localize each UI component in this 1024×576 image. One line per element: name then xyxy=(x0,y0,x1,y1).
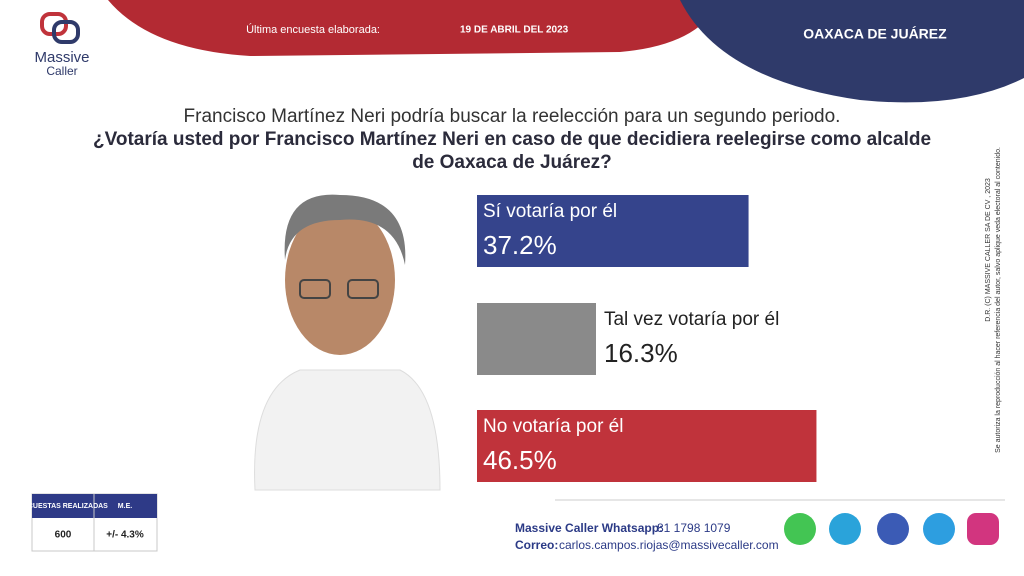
value-label: 37.2% xyxy=(483,230,557,260)
question-intro: Francisco Martínez Neri podría buscar la… xyxy=(184,106,841,127)
portrait xyxy=(254,194,441,491)
whatsapp-label: Massive Caller Whatsapp: xyxy=(515,521,663,535)
value-label: 46.5% xyxy=(483,445,557,475)
header-place-band xyxy=(680,0,1024,103)
logo-text: Massive xyxy=(34,49,89,66)
table-cell: 600 xyxy=(55,530,72,541)
email: carlos.campos.riojas@massivecaller.com xyxy=(559,538,779,552)
twitter-icon[interactable] xyxy=(923,513,955,545)
bar xyxy=(477,195,749,267)
category-label: Tal vez votaría por él xyxy=(604,309,779,330)
instagram-icon[interactable] xyxy=(967,513,999,545)
social-icons xyxy=(784,513,999,545)
header-band xyxy=(108,0,720,56)
category-label: Sí votaría por él xyxy=(483,201,617,222)
category-label: No votaría por él xyxy=(483,416,623,437)
whatsapp: 81 1798 1079 xyxy=(657,521,731,535)
table-cell: +/- 4.3% xyxy=(106,530,144,541)
logo-text: Caller xyxy=(46,64,77,78)
email-label: Correo: xyxy=(515,538,558,552)
survey-label: Última encuesta elaborada: xyxy=(246,23,380,36)
value-label: 16.3% xyxy=(604,338,678,368)
table-header: M.E. xyxy=(118,503,132,510)
question: de Oaxaca de Juárez? xyxy=(412,152,612,173)
facebook-icon[interactable] xyxy=(877,513,909,545)
place: OAXACA DE JUÁREZ xyxy=(803,26,947,42)
whatsapp-icon[interactable] xyxy=(784,513,816,545)
copyright: Se autoriza la reproducción al hacer ref… xyxy=(995,147,1002,453)
question: ¿Votaría usted por Francisco Martínez Ne… xyxy=(93,129,931,150)
telegram-icon[interactable] xyxy=(829,513,861,545)
table-header: ENCUESTAS REALIZADAS xyxy=(18,503,108,510)
survey-table: ENCUESTAS REALIZADAS M.E. 600 +/- 4.3% xyxy=(18,493,158,552)
bar xyxy=(477,303,596,375)
bar xyxy=(477,410,817,482)
logo: Massive Caller xyxy=(34,12,90,78)
copyright: D.R. (C) MASSIVE CALLER SA DE CV , 2023 xyxy=(985,178,992,322)
survey-date: 19 DE ABRIL DEL 2023 xyxy=(460,25,569,36)
